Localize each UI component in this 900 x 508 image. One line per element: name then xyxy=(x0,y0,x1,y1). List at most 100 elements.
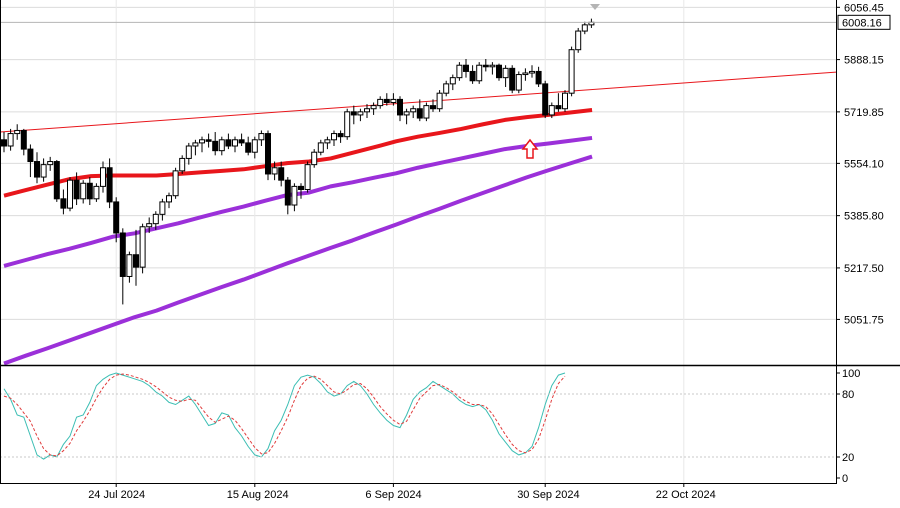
candle-body xyxy=(172,170,179,197)
stochastic-panel[interactable] xyxy=(0,372,836,460)
candle-body xyxy=(443,83,450,94)
candle xyxy=(423,102,430,122)
candle-body xyxy=(397,98,403,116)
candle-body xyxy=(251,139,258,153)
candle xyxy=(304,161,311,193)
candle-body xyxy=(555,105,562,110)
candle xyxy=(113,197,120,243)
stochastic-tick-label: 0 xyxy=(842,473,848,485)
candle xyxy=(581,21,588,35)
candle-body xyxy=(192,142,199,147)
candle-body xyxy=(67,179,73,209)
candle-body xyxy=(245,142,252,153)
candle-body xyxy=(238,139,245,144)
candle xyxy=(139,223,146,274)
candle xyxy=(436,90,443,112)
candle-body xyxy=(423,105,430,119)
candle-body xyxy=(390,98,397,104)
candle xyxy=(416,99,423,122)
candle-body xyxy=(100,167,106,187)
candle xyxy=(456,62,463,81)
candle-body xyxy=(14,129,21,135)
candle-body xyxy=(377,98,384,107)
candle-body xyxy=(364,108,370,113)
candle-body xyxy=(436,92,443,110)
candle-body xyxy=(383,98,390,104)
candle xyxy=(515,71,522,94)
candle xyxy=(60,189,67,215)
candle-body xyxy=(304,164,311,190)
candle xyxy=(397,96,403,122)
candle-body xyxy=(317,142,324,153)
candle xyxy=(344,108,351,140)
candle-body xyxy=(166,195,172,203)
price-panel[interactable] xyxy=(0,4,837,366)
candle-body xyxy=(185,145,192,159)
candle xyxy=(311,149,318,168)
candle xyxy=(73,172,80,206)
candle xyxy=(185,142,192,165)
candle xyxy=(40,158,47,182)
candle xyxy=(535,66,542,87)
stochastic-tick-label: 100 xyxy=(842,368,860,380)
candle xyxy=(245,136,252,156)
current-price-label: 6008.16 xyxy=(842,17,882,29)
candle xyxy=(100,161,106,193)
candle xyxy=(502,65,509,87)
candle-body xyxy=(403,111,410,116)
candle-body xyxy=(53,161,60,200)
candle xyxy=(489,62,496,75)
candle xyxy=(317,139,324,156)
candle-body xyxy=(258,133,265,141)
candle xyxy=(271,161,278,181)
candle-body xyxy=(284,179,291,206)
candle xyxy=(278,161,285,187)
candle-body xyxy=(278,167,285,181)
candle-body xyxy=(47,161,54,166)
candle xyxy=(496,63,502,81)
candle xyxy=(443,80,450,97)
candle-body xyxy=(40,164,47,178)
candle-body xyxy=(298,185,304,190)
candle-body xyxy=(86,182,93,200)
candle-body xyxy=(20,129,27,150)
candle xyxy=(555,93,562,112)
candle xyxy=(522,68,529,81)
time-tick-label: 15 Aug 2024 xyxy=(227,489,289,501)
candle xyxy=(430,99,436,112)
candle xyxy=(159,198,166,221)
candle-body xyxy=(482,64,489,68)
candle-body xyxy=(152,213,159,225)
price-tick-label: 5719.85 xyxy=(844,107,884,119)
candle-body xyxy=(370,105,377,110)
candle xyxy=(357,108,364,122)
candle-body xyxy=(489,64,496,68)
candle xyxy=(390,93,397,106)
trendline xyxy=(0,71,837,133)
candle-body xyxy=(496,64,502,79)
candle xyxy=(106,158,113,209)
candle xyxy=(291,183,298,212)
candle xyxy=(93,183,100,202)
candle xyxy=(364,104,370,119)
candle-body xyxy=(469,70,476,82)
candle-body xyxy=(34,161,40,178)
candle-body xyxy=(416,108,423,119)
candle-body xyxy=(93,185,100,200)
candle-body xyxy=(106,167,113,203)
candle xyxy=(251,136,258,159)
candle xyxy=(166,192,172,209)
candle-body xyxy=(146,223,153,228)
stochastic-main-line xyxy=(3,372,566,460)
candle xyxy=(34,152,40,184)
candle-body xyxy=(331,133,337,141)
time-tick-label: 30 Sep 2024 xyxy=(517,489,579,501)
candle-body xyxy=(410,108,417,113)
candle-body xyxy=(159,201,166,215)
candle xyxy=(324,136,331,150)
candle xyxy=(350,105,357,125)
candle xyxy=(370,102,377,115)
scroll-marker-icon xyxy=(590,4,600,10)
